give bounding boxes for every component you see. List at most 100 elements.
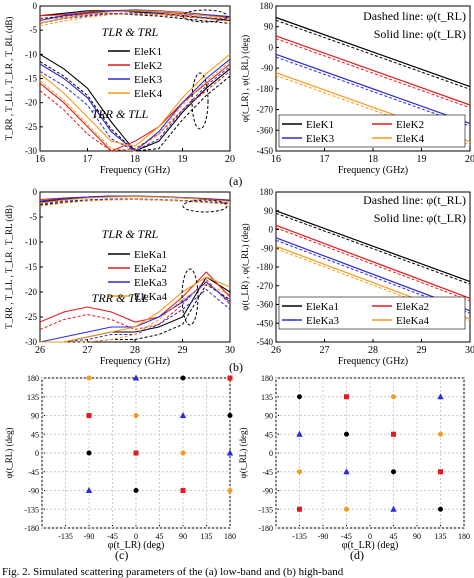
c-point-circle [133, 413, 139, 418]
d-point-square [391, 431, 396, 437]
b-right-legend-label: EleKa4 [396, 315, 429, 327]
c-point-triangle [132, 374, 140, 381]
d-ytick-label: -90 [262, 487, 273, 496]
a-right-legend-label: EleK1 [306, 119, 334, 131]
b-left-xtick-label: 26 [35, 345, 45, 356]
b-right-series-dashed [275, 212, 471, 285]
b-left-ytick-label: -10 [25, 237, 37, 247]
b-right-series-dashed [275, 227, 471, 302]
c-point-circle [180, 450, 186, 456]
b-left-xtick-label: 29 [178, 345, 188, 356]
a-right-note-dashed: Dashed line: φ(t_RL) [363, 9, 466, 23]
b-right-xtick-label: 30 [465, 345, 474, 356]
c-point-square [227, 375, 233, 381]
a-right-legend-label: EleK4 [396, 133, 425, 145]
a-right-ylabel: φ(t_LR) , φ(t_RL) (deg) [240, 35, 250, 122]
a-right-ytick-label: -180 [257, 84, 274, 94]
d-point-circle [438, 431, 443, 437]
a-right-ytick-label: 0 [269, 42, 274, 52]
c-ytick-label: 45 [31, 430, 39, 439]
panel-label-b: (b) [229, 360, 243, 374]
d-point-triangle [390, 505, 397, 512]
d-point-circle [391, 469, 396, 475]
a-left-ytick-label: -30 [25, 146, 37, 156]
c-ytick-label: 135 [27, 393, 39, 402]
a-left-xtick-label: 16 [35, 154, 45, 165]
c-xtick-label: 0 [134, 532, 138, 541]
a-left-series-cross-dashed [39, 61, 231, 152]
a-left-legend-label: EleK1 [134, 46, 162, 58]
a-right-series-dashed [275, 56, 471, 127]
a-right-series-solid [275, 35, 471, 106]
a-left-ytick-label: 0 [33, 1, 38, 11]
a-left-annotation-lr: TLR & TRL [102, 25, 159, 39]
c-ytick-label: -90 [28, 487, 39, 496]
c-ylabel: φ(t_RL) (deg) [4, 428, 14, 479]
d-xtick-label: 135 [435, 532, 447, 541]
d-ytick-label: 180 [261, 374, 273, 383]
a-right-ytick-label: -90 [261, 63, 273, 73]
c-point-circle [180, 375, 186, 381]
a-right-xtick-label: 16 [271, 154, 281, 165]
b-left-legend-label: EleKa2 [134, 263, 167, 275]
b-left-annotation-ellipse-top [182, 199, 228, 213]
d-xtick-label: 0 [368, 532, 372, 541]
b-right-ylabel: φ(t_LR) , φ(t_RL) (deg) [240, 223, 250, 310]
d-point-triangle [296, 430, 303, 437]
b-left-ytick-label: -30 [25, 337, 37, 347]
a-left-ytick-label: -20 [25, 98, 37, 108]
b-right-xtick-label: 26 [271, 345, 281, 356]
a-left-series-cross [39, 63, 231, 152]
a-left-xtick-label: 19 [178, 154, 188, 165]
d-xtick-label: -90 [318, 532, 329, 541]
b-right-ytick-label: -270 [257, 281, 274, 291]
c-ytick-label: 180 [27, 374, 39, 383]
b-left-xtick-label: 27 [83, 345, 93, 356]
b-right-ytick-label: -90 [261, 243, 273, 253]
a-left-series-co [39, 9, 231, 22]
a-right-xtick-label: 20 [465, 154, 474, 165]
panel-label-c: (c) [115, 548, 129, 562]
b-right-xlabel: Frequency (GHz) [338, 356, 408, 367]
b-right-ytick-label: -540 [257, 337, 274, 347]
c-point-triangle [179, 412, 187, 418]
a-right-ytick-label: -360 [257, 125, 274, 135]
d-point-triangle [437, 393, 444, 400]
d-point-square [438, 469, 443, 475]
b-right-ytick-label: -180 [257, 262, 274, 272]
a-right-xtick-label: 19 [417, 154, 427, 165]
a-right-ytick-label: 90 [264, 22, 274, 32]
a-right-xlabel: Frequency (GHz) [338, 165, 408, 176]
c-xtick-label: -45 [107, 532, 118, 541]
d-ylabel: φ(t_RL) (deg) [238, 428, 248, 479]
b-left-ytick-label: 0 [33, 187, 38, 197]
c-ytick-label: -45 [28, 468, 39, 477]
b-right-series-solid [275, 210, 471, 283]
d-ytick-label: 90 [265, 412, 273, 421]
d-ytick-label: 135 [261, 393, 273, 402]
d-xtick-label: 45 [390, 532, 398, 541]
a-right-series-solid [275, 16, 471, 88]
a-right-legend-label: EleK3 [306, 133, 335, 145]
a-left-ytick-label: -5 [30, 25, 38, 35]
a-left-series-co [39, 10, 231, 22]
b-right-ytick-label: -360 [257, 300, 274, 310]
b-left-ytick-label: -15 [25, 262, 37, 272]
b-left-series-cross-dashed [39, 278, 231, 331]
d-ytick-label: -45 [262, 468, 273, 477]
a-left-xtick-label: 18 [130, 154, 140, 165]
c-ytick-label: -135 [24, 505, 39, 514]
c-point-circle [227, 488, 233, 493]
d-point-circle [391, 394, 396, 400]
a-right-ytick-label: -270 [257, 105, 274, 115]
d-point-circle [297, 394, 302, 400]
c-point-square [86, 413, 92, 418]
c-point-square [180, 488, 186, 493]
b-right-legend-label: EleKa1 [306, 301, 339, 313]
c-xtick-label: -135 [58, 532, 73, 541]
b-left-series-cross-dashed [40, 283, 231, 343]
b-right-series-solid [275, 224, 471, 299]
b-right-legend-label: EleKa2 [396, 301, 429, 313]
c-ytick-label: 90 [31, 412, 39, 421]
